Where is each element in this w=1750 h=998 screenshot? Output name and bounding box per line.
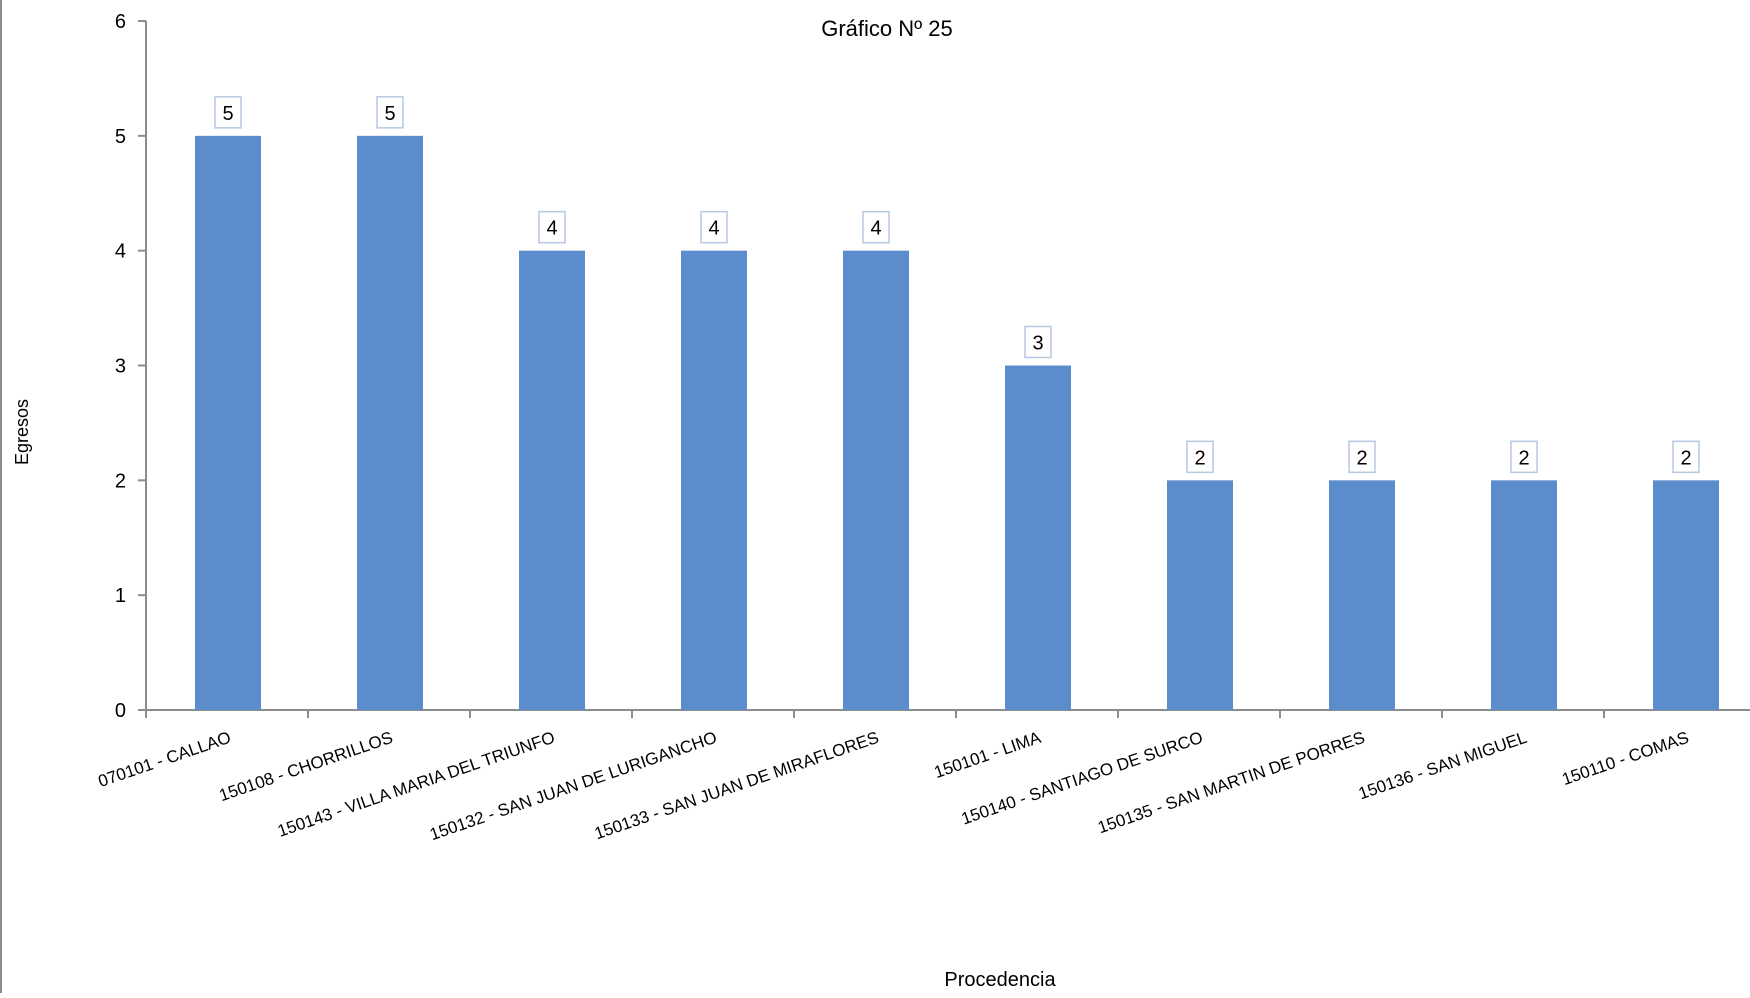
- bar: [1167, 480, 1233, 710]
- x-axis-label: Procedencia: [944, 969, 1056, 991]
- x-tick-label: 150132 - SAN JUAN DE LURIGANCHO: [427, 728, 719, 844]
- bar: [357, 135, 423, 711]
- data-label-box: [700, 210, 728, 244]
- bar: [1491, 480, 1557, 710]
- y-tick-label: 1: [115, 585, 126, 607]
- data-label: 5: [222, 103, 233, 125]
- bar: [519, 250, 585, 710]
- bar: [195, 135, 261, 711]
- y-axis-label: Egresos: [12, 399, 32, 465]
- data-label: 2: [1680, 447, 1691, 469]
- bar: [843, 250, 909, 710]
- x-tick-label: 150133 - SAN JUAN DE MIRAFLORES: [592, 728, 881, 843]
- bar: [681, 250, 747, 710]
- data-label: 2: [1518, 447, 1529, 469]
- y-tick-label: 3: [115, 356, 126, 378]
- data-label: 4: [546, 218, 557, 240]
- data-label-box: [1510, 440, 1538, 474]
- data-label: 3: [1032, 333, 1043, 355]
- bar-series: [195, 135, 1719, 711]
- x-tick-label: 150110 - COMAS: [1559, 728, 1691, 789]
- x-tick-label: 150101 - LIMA: [932, 728, 1044, 782]
- bar: [1653, 480, 1719, 710]
- y-axis: 0 1 2 3 4 5 6: [115, 11, 147, 722]
- x-axis: [145, 709, 1750, 718]
- y-tick-label: 0: [115, 700, 126, 722]
- x-tick-label: 150136 - SAN MIGUEL: [1356, 728, 1529, 803]
- data-label: 2: [1194, 447, 1205, 469]
- data-label-box: [538, 210, 566, 244]
- y-tick-label: 6: [115, 11, 126, 33]
- data-label: 5: [384, 103, 395, 125]
- data-label: 4: [708, 218, 719, 240]
- data-label-box: [1348, 440, 1376, 474]
- data-label-box: [1024, 325, 1052, 359]
- data-label-box: [1186, 440, 1214, 474]
- data-labels: 5 5 4 4 4 3 2 2 2 2: [214, 96, 1700, 474]
- bar: [1005, 365, 1071, 710]
- y-tick-label: 4: [115, 241, 126, 263]
- data-label-box: [376, 96, 404, 129]
- data-label-box: [1672, 440, 1700, 474]
- data-label: 4: [870, 218, 881, 240]
- data-label: 2: [1356, 447, 1367, 469]
- y-tick-label: 2: [115, 470, 126, 492]
- data-label-box: [862, 210, 890, 244]
- data-label-box: [214, 96, 242, 129]
- x-tick-label: 150143 - VILLA MARIA DEL TRIUNFO: [275, 728, 557, 841]
- chart-title: Gráfico Nº 25: [821, 16, 953, 41]
- x-tick-label: 070101 - CALLAO: [96, 728, 234, 791]
- y-tick-label: 5: [115, 126, 126, 148]
- x-tick-label: 150135 - SAN MARTIN DE PORRES: [1095, 728, 1367, 838]
- bar: [1329, 480, 1395, 710]
